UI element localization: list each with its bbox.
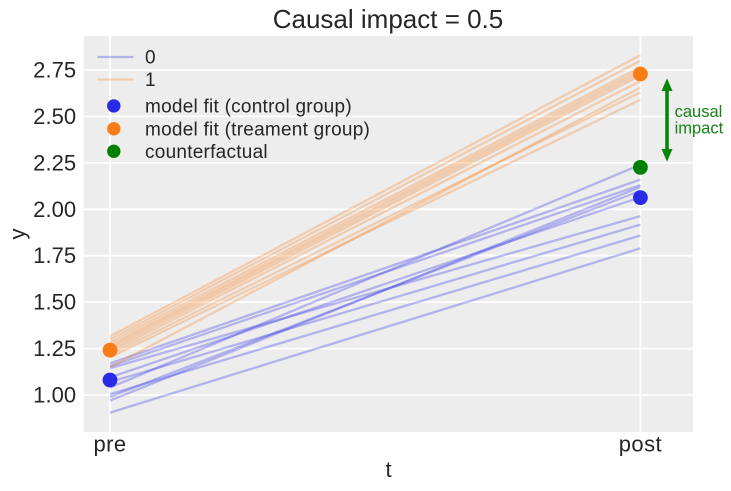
svg-text:1.50: 1.50 [33,290,76,315]
svg-text:1: 1 [145,70,156,91]
svg-text:causal: causal [675,103,723,121]
svg-text:2.25: 2.25 [33,150,76,175]
svg-text:post: post [619,431,662,456]
svg-text:Causal impact = 0.5: Causal impact = 0.5 [273,4,504,34]
svg-text:1.00: 1.00 [33,383,76,408]
svg-text:model fit (treament group): model fit (treament group) [145,119,370,140]
svg-text:y: y [5,229,30,240]
svg-text:2.00: 2.00 [33,197,76,222]
svg-text:impact: impact [675,120,724,138]
svg-text:t: t [385,457,391,482]
svg-text:1.25: 1.25 [33,336,76,361]
svg-text:model fit (control group): model fit (control group) [145,96,352,117]
svg-text:1.75: 1.75 [33,243,76,268]
svg-text:0: 0 [145,48,156,69]
svg-text:pre: pre [94,431,127,456]
svg-text:2.50: 2.50 [33,104,76,129]
svg-text:counterfactual: counterfactual [145,142,268,163]
svg-text:2.75: 2.75 [33,58,76,83]
